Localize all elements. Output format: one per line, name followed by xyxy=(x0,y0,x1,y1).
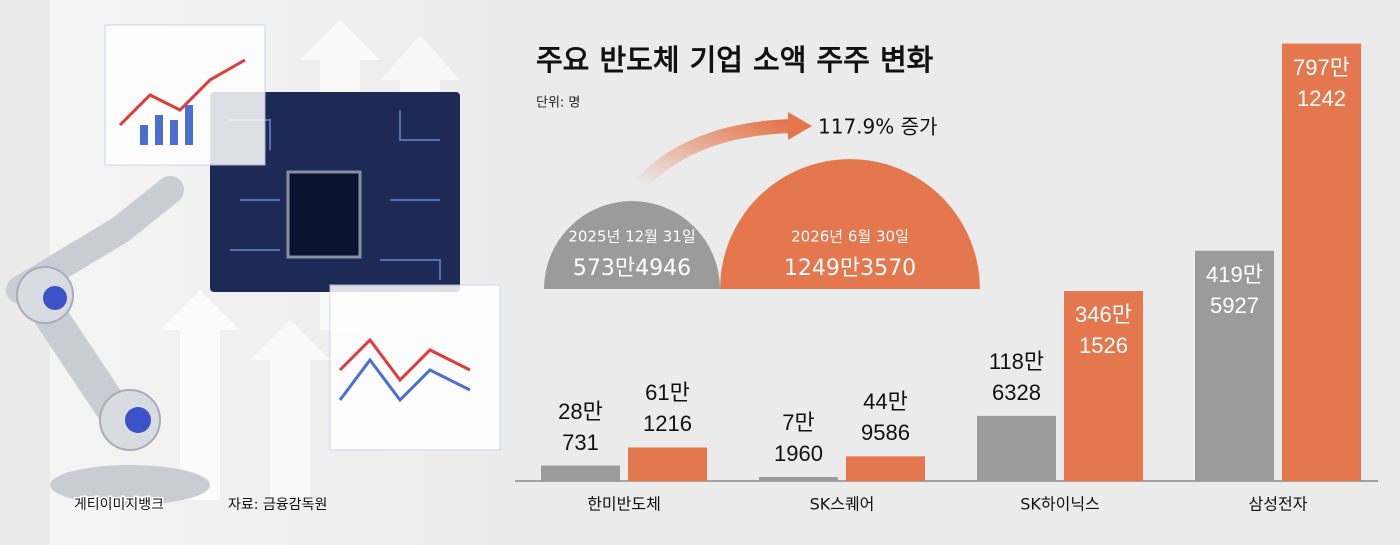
bar xyxy=(1064,291,1143,481)
bar xyxy=(977,415,1056,481)
total-label: 1249만3570 xyxy=(784,256,916,281)
source: 자료: 금융감독원 xyxy=(228,497,327,513)
illustration xyxy=(6,0,510,545)
value-label: 346만 1526 xyxy=(1075,302,1132,359)
semicircle xyxy=(720,159,980,289)
x-tick-label: 삼성전자 xyxy=(1249,495,1308,514)
bar xyxy=(1195,250,1274,481)
period-label: 2025년 12월 31일 xyxy=(568,228,695,246)
value-label: 28만 731 xyxy=(558,398,603,455)
arrow-head xyxy=(788,112,812,140)
semicircle xyxy=(544,201,720,289)
total-label: 573만4946 xyxy=(573,256,691,281)
value-label: 7만 1960 xyxy=(774,410,823,467)
bar xyxy=(759,477,838,481)
value-label: 419만 5927 xyxy=(1206,261,1263,318)
value-label: 44만 9586 xyxy=(861,389,910,446)
annotation: 117.9% 증가 xyxy=(818,115,937,139)
value-label: 118만 6328 xyxy=(988,348,1045,405)
x-tick-label: 한미반도체 xyxy=(587,495,661,514)
bar xyxy=(846,456,925,481)
chart-title: 주요 반도체 기업 소액 주주 변화 xyxy=(536,43,934,77)
bar xyxy=(1282,43,1361,481)
period-label: 2026년 6월 30일 xyxy=(791,228,909,246)
growth-arrow xyxy=(634,119,791,190)
value-label: 797만 1242 xyxy=(1293,54,1350,111)
subtitle: 단위: 명 xyxy=(536,96,580,111)
bar xyxy=(541,465,620,481)
value-label: 61만 1216 xyxy=(643,380,692,437)
image-credit: 게티이미지뱅크 xyxy=(74,497,164,513)
x-tick-label: SK하이닉스 xyxy=(1020,495,1100,514)
x-tick-label: SK스퀘어 xyxy=(810,495,875,514)
bar xyxy=(628,447,707,481)
